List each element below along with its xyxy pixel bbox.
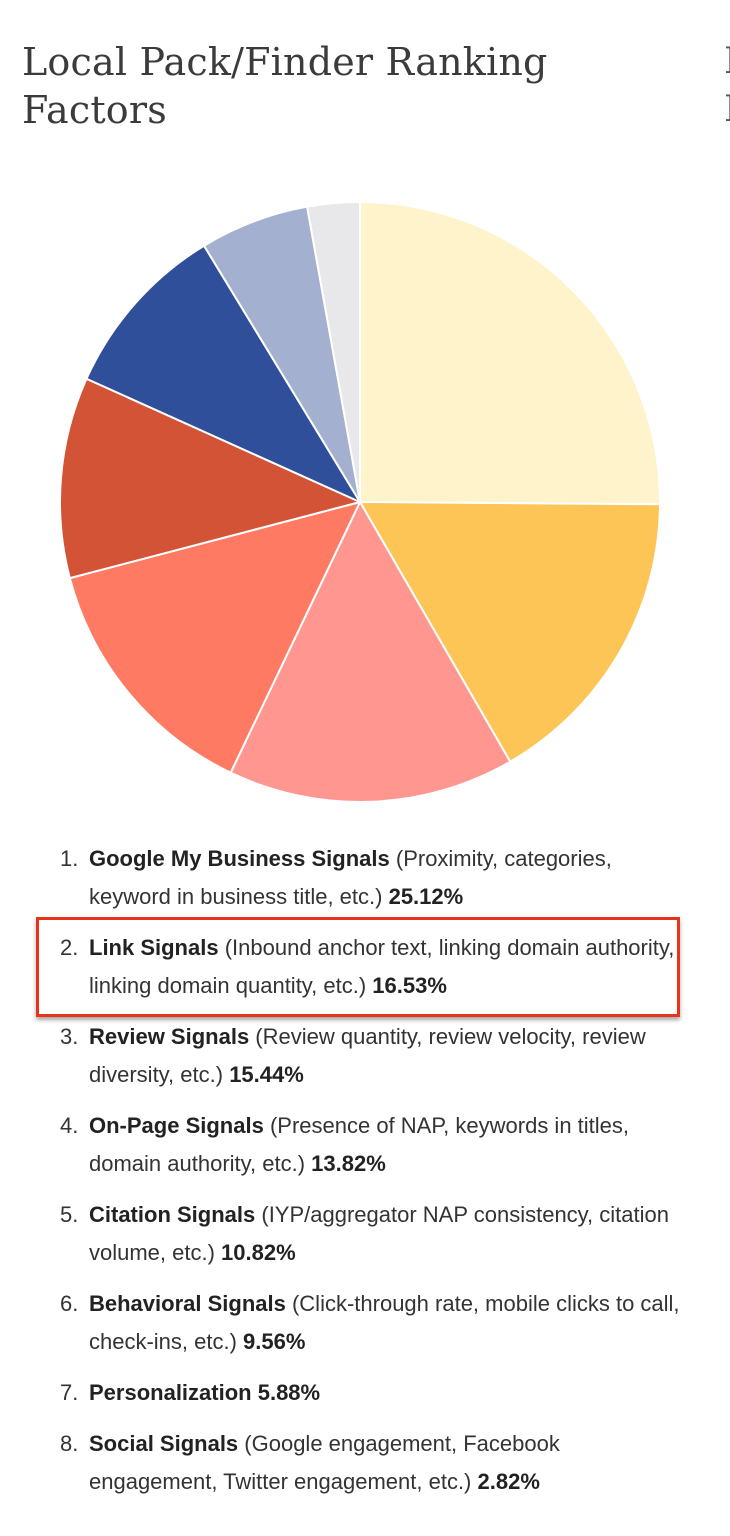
list-number: 5. bbox=[60, 1202, 79, 1227]
list-number: 6. bbox=[60, 1291, 79, 1316]
list-number: 1. bbox=[60, 846, 79, 871]
list-item: 4. On-Page Signals (Presence of NAP, keyw… bbox=[0, 1107, 730, 1183]
pie-slice-2 bbox=[359, 501, 661, 763]
factor-name: Social Signals bbox=[89, 1431, 239, 1456]
list-number: 8. bbox=[60, 1431, 79, 1456]
factor-description: (Google engagement, Facebook engagement,… bbox=[89, 1431, 560, 1494]
factor-percentage: 9.56% bbox=[243, 1329, 306, 1354]
factor-percentage: 5.88% bbox=[257, 1380, 321, 1405]
factor-name: Behavioral Signals bbox=[89, 1291, 286, 1316]
factor-description: (Proximity, categories, keyword in busin… bbox=[89, 846, 612, 909]
pie-slice-4 bbox=[68, 501, 361, 774]
factor-percentage: 25.12% bbox=[388, 884, 464, 909]
factor-description: (Click-through rate, mobile clicks to ca… bbox=[89, 1291, 680, 1354]
pie-slice-6 bbox=[85, 244, 361, 503]
list-item: 7. Personalization 5.88% bbox=[0, 1374, 730, 1412]
factor-description: (IYP/aggregator NAP consistency, citatio… bbox=[89, 1202, 669, 1265]
list-number: 2. bbox=[60, 935, 79, 960]
pie-chart bbox=[59, 201, 661, 803]
clipped-column-edge: I bbox=[724, 38, 730, 86]
factor-percentage: 16.53% bbox=[372, 973, 447, 998]
factor-description: (Review quantity, review velocity, revie… bbox=[89, 1024, 646, 1087]
factor-list: 1. Google My Business Signals (Proximity,… bbox=[0, 840, 730, 1514]
factor-percentage: 10.82% bbox=[221, 1240, 296, 1265]
list-item: 5. Citation Signals (IYP/aggregator NAP c… bbox=[0, 1196, 730, 1272]
factor-description: (Presence of NAP, keywords in titles, do… bbox=[89, 1113, 630, 1176]
list-number: 4. bbox=[60, 1113, 79, 1138]
factor-name: Google My Business Signals bbox=[89, 846, 390, 871]
chart-title: Local Pack/Finder Ranking Factors bbox=[22, 40, 548, 132]
pie-slice-5 bbox=[59, 377, 361, 580]
factor-percentage: 15.44% bbox=[229, 1062, 304, 1087]
factor-name: Review Signals bbox=[89, 1024, 250, 1049]
pie-slice-1 bbox=[359, 201, 661, 506]
list-item: 1. Google My Business Signals (Proximity,… bbox=[0, 840, 730, 916]
factor-percentage: 2.82% bbox=[477, 1469, 540, 1494]
factor-percentage: 13.82% bbox=[311, 1151, 386, 1176]
factor-name: Link Signals bbox=[89, 935, 219, 960]
list-number: 7. bbox=[60, 1380, 79, 1405]
pie-slice-8 bbox=[306, 201, 361, 503]
list-item: 8. Social Signals (Google engagement, Fac… bbox=[0, 1425, 730, 1501]
factor-description: (Inbound anchor text, linking domain aut… bbox=[89, 935, 675, 998]
factor-name: On-Page Signals bbox=[89, 1113, 264, 1138]
list-item: 3. Review Signals (Review quantity, revie… bbox=[0, 1018, 730, 1094]
factor-name: Personalization bbox=[89, 1380, 252, 1405]
list-number: 3. bbox=[60, 1024, 79, 1049]
list-item: 2. Link Signals (Inbound anchor text, lin… bbox=[0, 929, 730, 1005]
pie-slice-3 bbox=[229, 501, 512, 803]
factor-name: Citation Signals bbox=[89, 1202, 256, 1227]
clipped-column-edge: I bbox=[724, 86, 730, 134]
list-item: 6. Behavioral Signals (Click-through rate… bbox=[0, 1285, 730, 1361]
